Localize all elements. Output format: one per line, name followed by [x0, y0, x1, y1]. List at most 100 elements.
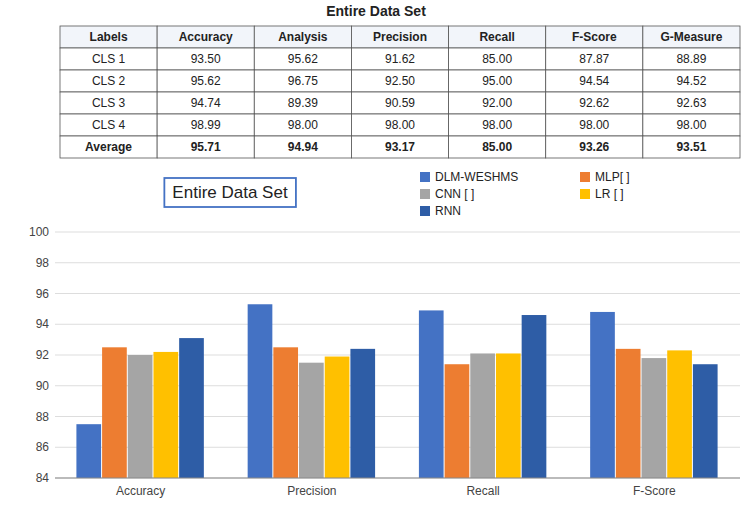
bars — [76, 304, 717, 478]
bar — [128, 355, 153, 478]
bar — [350, 349, 375, 478]
legend-swatch — [580, 189, 590, 199]
grid-line — [55, 324, 740, 325]
table-cell — [157, 48, 254, 70]
table-cell — [449, 92, 546, 114]
table-cell-text: 88.89 — [676, 52, 706, 66]
table-cell — [60, 92, 157, 114]
grid-line — [55, 232, 740, 233]
table-cell-text: CLS 2 — [92, 74, 126, 88]
table-cell — [643, 48, 740, 70]
legend-swatch — [420, 172, 430, 182]
table-cell — [643, 136, 740, 158]
table-cell — [351, 136, 448, 158]
bar — [590, 312, 615, 478]
bar — [522, 315, 547, 478]
legend-swatch — [420, 189, 430, 199]
bar — [325, 357, 350, 478]
table-cell-text: 98.00 — [385, 118, 415, 132]
table-cell — [449, 136, 546, 158]
y-tick-label: 96 — [36, 287, 50, 301]
bar — [179, 338, 204, 478]
table-cell-text: 98.00 — [288, 118, 318, 132]
table-cell-text: Average — [85, 140, 132, 154]
table-cell — [157, 70, 254, 92]
table-cell — [254, 114, 351, 136]
grid-line — [55, 478, 740, 479]
bar — [616, 349, 641, 478]
table-cell-text: Precision — [373, 30, 427, 44]
bar — [470, 353, 495, 478]
legend-label: RNN — [435, 204, 461, 218]
table-title: Entire Data Set — [326, 3, 426, 19]
table-cell — [157, 26, 254, 48]
legend-swatch — [420, 206, 430, 216]
x-axis: AccuracyPrecisionRecallF-Score — [116, 484, 676, 498]
table-cell-text: Analysis — [278, 30, 328, 44]
x-tick-label: F-Score — [633, 484, 676, 498]
table-cell-text: CLS 1 — [92, 52, 126, 66]
table-cell-text: 93.51 — [676, 140, 706, 154]
table-cell — [449, 114, 546, 136]
table-cell — [449, 70, 546, 92]
legend-label: DLM-WESHMS — [435, 170, 518, 184]
table-cell-text: Recall — [479, 30, 514, 44]
table-cell — [449, 48, 546, 70]
bar — [153, 352, 178, 478]
table: LabelsAccuracyAnalysisPrecisionRecallF-S… — [60, 26, 740, 158]
table-cell-text: 95.62 — [191, 74, 221, 88]
bar — [273, 347, 298, 478]
x-tick-label: Precision — [287, 484, 336, 498]
bar — [667, 350, 692, 478]
bar — [496, 353, 521, 478]
bar — [419, 310, 444, 478]
chart-svg: Entire Data Set Labels Accuracy Analysis Pre… — [0, 0, 752, 511]
table-cell — [60, 114, 157, 136]
table-cell — [643, 92, 740, 114]
x-tick-label: Recall — [466, 484, 499, 498]
y-tick-label: 98 — [36, 256, 50, 270]
y-axis: 8486889092949698100 — [29, 225, 740, 485]
bar — [76, 424, 101, 478]
table-cell-text: 87.87 — [579, 52, 609, 66]
table-cell — [60, 136, 157, 158]
legend-label: MLP[ ] — [595, 170, 630, 184]
bar — [102, 347, 127, 478]
table-cell-text: 93.50 — [191, 52, 221, 66]
table-cell-text: 98.00 — [482, 118, 512, 132]
table-cell-text: 92.63 — [676, 96, 706, 110]
table-cell-text: 94.94 — [288, 140, 318, 154]
table-cell-text: Accuracy — [179, 30, 233, 44]
table-cell — [254, 70, 351, 92]
bar — [299, 363, 324, 478]
table-cell-text: CLS 4 — [92, 118, 126, 132]
table-cell — [546, 92, 643, 114]
table-cell-text: 93.17 — [385, 140, 415, 154]
table-cell — [254, 26, 351, 48]
y-tick-label: 92 — [36, 348, 50, 362]
chart-root: Entire Data Set Labels Accuracy Analysis Pre… — [0, 0, 752, 511]
table-cell — [546, 70, 643, 92]
table-cell — [157, 114, 254, 136]
legend: DLM-WESHMSMLP[ ]CNN [ ]LR [ ]RNN — [420, 170, 630, 218]
table-cell — [60, 48, 157, 70]
y-tick-label: 100 — [29, 225, 49, 239]
table-cell-text: 94.54 — [579, 74, 609, 88]
table-cell-text: 95.71 — [191, 140, 221, 154]
chart-title-box — [164, 178, 296, 207]
y-tick-label: 84 — [36, 471, 50, 485]
table-cell-text: 91.62 — [385, 52, 415, 66]
table-cell-text: CLS 3 — [92, 96, 126, 110]
grid-line — [55, 262, 740, 263]
bar — [445, 364, 470, 478]
y-tick-label: 90 — [36, 379, 50, 393]
table-cell-text: 94.52 — [676, 74, 706, 88]
table-cell-text: 92.50 — [385, 74, 415, 88]
table-cell — [60, 70, 157, 92]
table-cell — [351, 26, 448, 48]
legend-label: CNN [ ] — [435, 187, 474, 201]
table-cell — [351, 70, 448, 92]
table-cell-text: Labels — [90, 30, 128, 44]
table-cell — [546, 48, 643, 70]
table-cell — [254, 48, 351, 70]
